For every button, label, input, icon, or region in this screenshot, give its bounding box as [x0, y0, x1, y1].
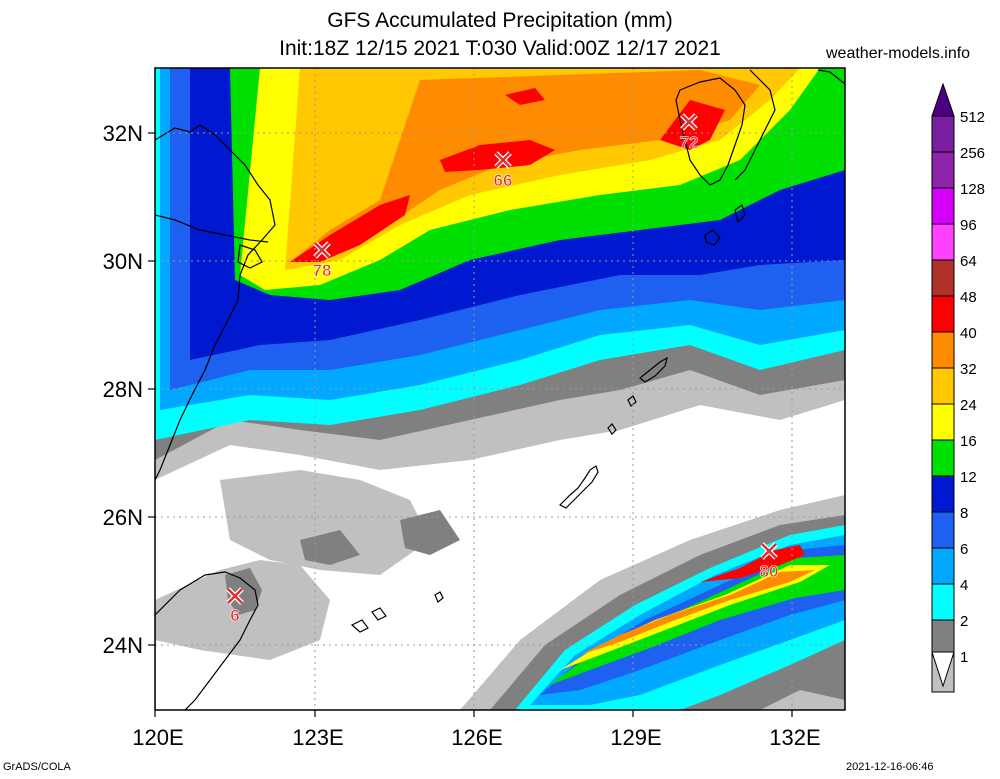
- legend-box: [931, 331, 955, 369]
- legend-label: 16: [960, 433, 977, 450]
- lon-label: 120E: [132, 725, 183, 750]
- legend-label: 12: [960, 469, 977, 486]
- lat-label: 26N: [103, 505, 143, 530]
- marker-66: 66: [493, 151, 513, 190]
- legend-label: 6: [960, 541, 968, 558]
- footer-timestamp: 2021-12-16-06:46: [846, 761, 934, 773]
- legend-box: [931, 223, 955, 261]
- lat-label: 30N: [103, 249, 143, 274]
- legend-bottom-arrow: [931, 651, 955, 688]
- lon-label: 132E: [769, 725, 820, 750]
- lon-labels: 120E 123E 126E 129E 132E: [132, 725, 820, 750]
- legend-color-boxes: [931, 115, 955, 693]
- legend-box: [931, 187, 955, 225]
- legend-label: 4: [960, 577, 968, 594]
- legend-box: [931, 115, 955, 153]
- legend-label: 2: [960, 613, 968, 630]
- max-markers: 78 66 72 80 6: [226, 113, 779, 625]
- marker-label: 72: [680, 133, 699, 152]
- legend-box: [931, 151, 955, 189]
- marker-label: 6: [230, 606, 239, 625]
- ticks: [148, 132, 793, 717]
- coastlines: [155, 69, 845, 710]
- lat-labels: 32N 30N 28N 26N 24N: [103, 121, 143, 658]
- legend-labels: 512 256 128 96 64 48 40 32 24 16 12 8 6 …: [960, 109, 985, 666]
- legend-label: 128: [960, 181, 985, 198]
- lon-label: 129E: [610, 725, 661, 750]
- legend-box: [931, 619, 955, 657]
- legend-label: 32: [960, 361, 977, 378]
- title-line-2: Init:18Z 12/15 2021 T:030 Valid:00Z 12/1…: [279, 37, 721, 60]
- legend-box: [931, 511, 955, 549]
- marker-80: 80: [759, 542, 779, 581]
- footer-credit: GrADS/COLA: [3, 761, 71, 773]
- legend-label: 40: [960, 325, 977, 342]
- lon-label: 126E: [451, 725, 502, 750]
- marker-label: 66: [494, 171, 513, 190]
- marker-72: 72: [679, 113, 699, 152]
- website-label: weather-models.info: [826, 45, 971, 62]
- lon-label: 123E: [292, 725, 343, 750]
- legend-label: 24: [960, 397, 977, 414]
- legend-label: 48: [960, 289, 977, 306]
- legend-box: [931, 583, 955, 621]
- legend-box: [931, 547, 955, 585]
- lat-label: 24N: [103, 633, 143, 658]
- legend-label: 96: [960, 217, 977, 234]
- legend-top-arrow: [931, 82, 955, 117]
- legend-label: 8: [960, 505, 968, 522]
- legend-box: [931, 475, 955, 513]
- legend: 512 256 128 96 64 48 40 32 24 16 12 8 6 …: [931, 82, 985, 693]
- marker-label: 78: [313, 261, 332, 280]
- marker-label: 80: [760, 562, 779, 581]
- lat-label: 32N: [103, 121, 143, 146]
- grid-lines: [155, 68, 845, 710]
- legend-box: [931, 367, 955, 405]
- marker-78: 78: [312, 241, 332, 280]
- lat-label: 28N: [103, 377, 143, 402]
- title-line-1: GFS Accumulated Precipitation (mm): [327, 9, 673, 32]
- marker-6: 6: [226, 587, 244, 625]
- legend-box: [931, 439, 955, 477]
- legend-label: 512: [960, 109, 985, 126]
- legend-box: [931, 403, 955, 441]
- legend-box: [931, 259, 955, 297]
- legend-label: 64: [960, 253, 977, 270]
- legend-label: 256: [960, 145, 985, 162]
- legend-label: 1: [960, 649, 968, 666]
- legend-box: [931, 295, 955, 333]
